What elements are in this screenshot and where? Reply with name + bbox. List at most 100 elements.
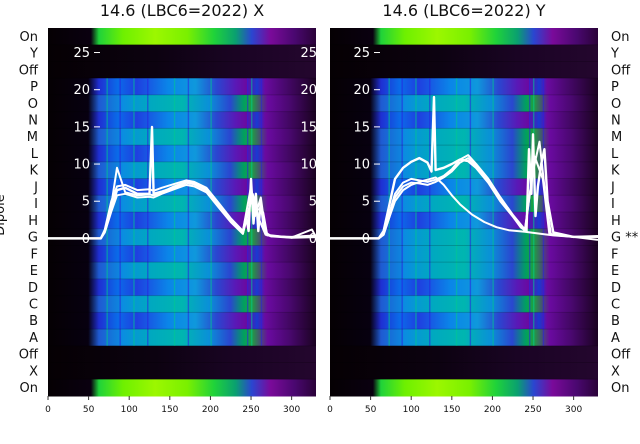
row-label: B bbox=[29, 314, 38, 329]
row-label: On bbox=[20, 30, 38, 45]
row-label: Y bbox=[610, 47, 619, 62]
overlay-tick-label-right: 0 bbox=[309, 232, 317, 247]
row-label: Y bbox=[29, 47, 38, 62]
row-label: On bbox=[611, 381, 629, 396]
overlay-tick-label-right: 10 bbox=[300, 158, 317, 173]
x-tick-label: 200 bbox=[484, 405, 501, 415]
heatmap-row-4 bbox=[330, 94, 598, 113]
heatmap-row-16 bbox=[48, 295, 316, 313]
row-label: F bbox=[611, 247, 618, 262]
heatmap-row-7 bbox=[330, 145, 598, 163]
heatmap-row-2 bbox=[48, 61, 316, 79]
heatmap-row-15 bbox=[330, 278, 598, 297]
row-label: P bbox=[30, 80, 38, 95]
row-label: F bbox=[31, 247, 38, 262]
overlay-tick-label: 15 bbox=[73, 120, 90, 135]
heatmap-row-8 bbox=[330, 161, 598, 180]
overlay-series-line bbox=[330, 155, 598, 240]
row-label: O bbox=[611, 97, 621, 112]
overlay-tick-label: 5 bbox=[362, 195, 370, 210]
heatmap-row-3 bbox=[330, 78, 598, 96]
row-label: H bbox=[28, 214, 38, 229]
row-label: G bbox=[28, 231, 38, 246]
panel-title: 14.6 (LBC6=2022) X bbox=[100, 1, 264, 20]
heatmap-row-9 bbox=[330, 178, 598, 196]
heatmap-row-3 bbox=[48, 78, 316, 96]
heatmap-row-5 bbox=[48, 111, 316, 129]
row-label: Off bbox=[611, 63, 631, 78]
x-tick-label: 0 bbox=[327, 405, 333, 415]
x-tick-label: 250 bbox=[524, 405, 541, 415]
heatmap-row-13 bbox=[48, 245, 316, 263]
overlay-series-line bbox=[48, 166, 317, 240]
heatmap-row-21 bbox=[330, 379, 598, 397]
row-label: D bbox=[611, 281, 621, 296]
row-label: J bbox=[610, 180, 615, 195]
heatmap-row-17 bbox=[48, 312, 316, 330]
x-tick-label: 150 bbox=[161, 405, 178, 415]
overlay-tick-label: 10 bbox=[73, 158, 90, 173]
overlay-series-line bbox=[330, 140, 598, 240]
row-label: C bbox=[29, 298, 38, 313]
heatmap-row-17 bbox=[330, 312, 598, 330]
overlay-tick-label: 25 bbox=[353, 46, 370, 61]
x-tick-label: 150 bbox=[443, 405, 460, 415]
heatmap-row-4 bbox=[48, 94, 316, 113]
heatmap-row-20 bbox=[48, 362, 316, 380]
heatmap-row-19 bbox=[330, 345, 598, 364]
overlay-tick-label-right: 15 bbox=[300, 120, 317, 135]
row-label: C bbox=[611, 298, 620, 313]
row-label: Off bbox=[19, 63, 39, 78]
heatmap-row-19 bbox=[48, 345, 316, 364]
heatmap-streak bbox=[528, 78, 531, 346]
x-tick-label: 50 bbox=[365, 405, 377, 415]
row-label: E bbox=[611, 264, 619, 279]
heatmap-row-0 bbox=[330, 28, 598, 46]
overlay-series-line bbox=[330, 176, 599, 241]
row-label: H bbox=[611, 214, 621, 229]
heatmap-row-6 bbox=[48, 128, 316, 146]
row-label: A bbox=[611, 331, 620, 346]
x-tick-label: 250 bbox=[242, 405, 259, 415]
x-tick-label: 100 bbox=[121, 405, 138, 415]
row-label: I bbox=[611, 197, 615, 212]
row-label: Off bbox=[611, 348, 631, 363]
heatmap-row-11 bbox=[48, 212, 316, 230]
row-label: J bbox=[33, 180, 38, 195]
heatmap-row-15 bbox=[48, 278, 316, 297]
x-tick-label: 0 bbox=[45, 405, 51, 415]
row-label: On bbox=[611, 30, 629, 45]
heatmap-row-6 bbox=[330, 128, 598, 146]
row-label: K bbox=[611, 164, 620, 179]
row-label: A bbox=[29, 331, 38, 346]
row-label: M bbox=[27, 130, 38, 145]
row-label: E bbox=[30, 264, 38, 279]
heatmap-row-1 bbox=[330, 44, 598, 62]
overlay-tick-label: 5 bbox=[82, 195, 90, 210]
overlay-tick-label: 10 bbox=[353, 158, 370, 173]
row-label: Off bbox=[19, 348, 39, 363]
overlay-tick-label-right: 25 bbox=[300, 46, 317, 61]
row-label: I bbox=[34, 197, 38, 212]
overlay-tick-label: 25 bbox=[73, 46, 90, 61]
row-label: D bbox=[28, 281, 38, 296]
row-label: N bbox=[28, 114, 38, 129]
row-label: X bbox=[29, 364, 38, 379]
heatmap-row-12 bbox=[48, 228, 316, 246]
overlay-series-line bbox=[48, 183, 317, 240]
row-label: L bbox=[31, 147, 39, 162]
row-label: L bbox=[611, 147, 619, 162]
heatmap-streak bbox=[119, 78, 121, 346]
x-tick-label: 300 bbox=[283, 405, 300, 415]
heatmap-streak bbox=[429, 78, 431, 346]
heatmap-row-5 bbox=[330, 111, 598, 129]
x-tick-label: 50 bbox=[83, 405, 95, 415]
heatmap-streak bbox=[492, 78, 494, 346]
row-label: M bbox=[611, 130, 622, 145]
heatmap-row-7 bbox=[48, 145, 316, 163]
heatmap-row-13 bbox=[330, 245, 598, 263]
heatmap-row-18 bbox=[48, 329, 316, 347]
heatmap-streak bbox=[187, 78, 190, 346]
